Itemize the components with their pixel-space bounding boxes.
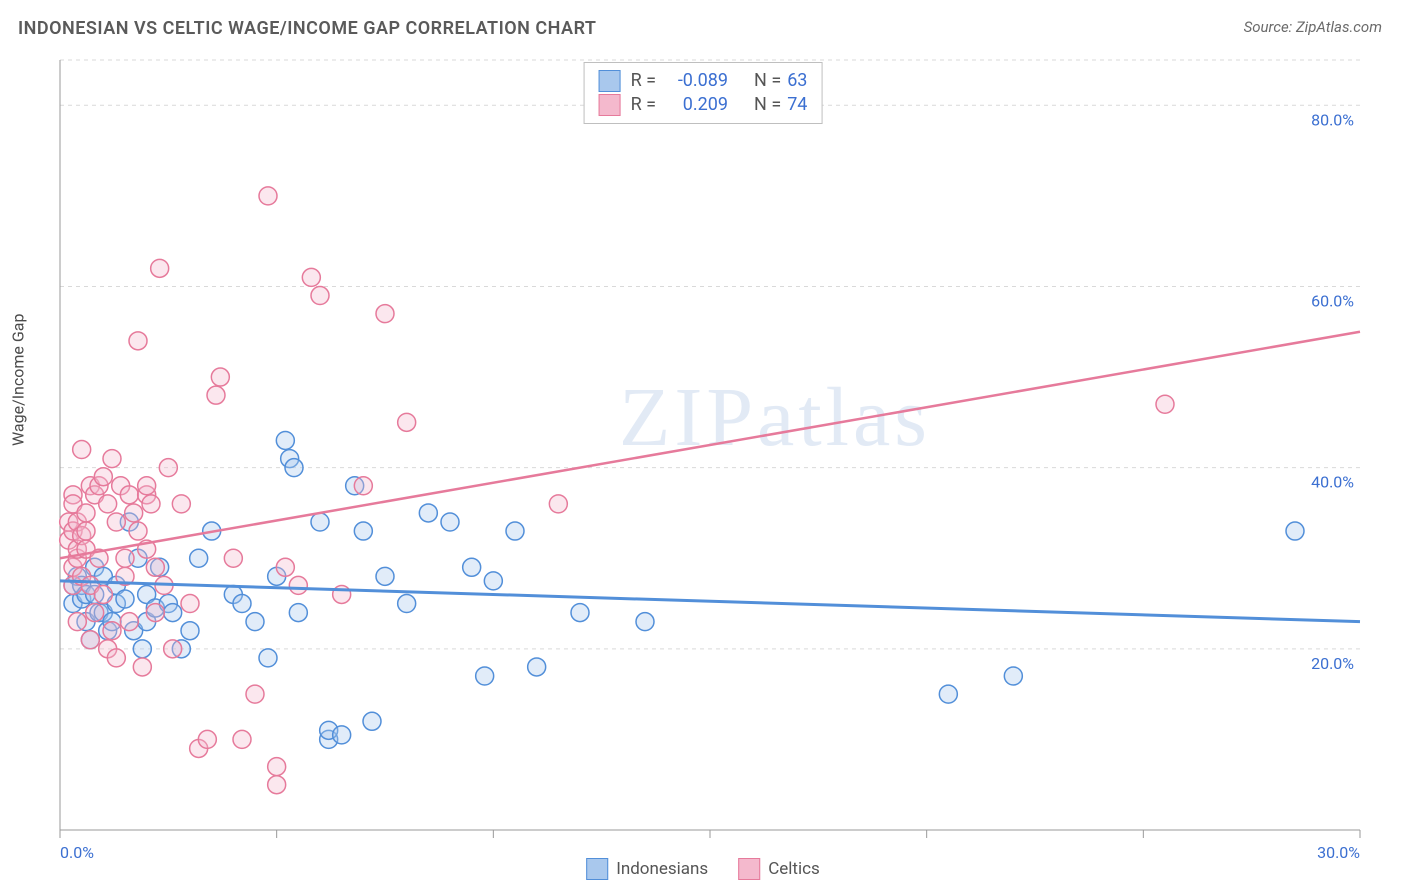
series-legend-label: Indonesians bbox=[616, 859, 708, 879]
legend-swatch bbox=[586, 858, 608, 880]
legend-n-label: N = bbox=[754, 69, 781, 93]
series-legend-item: Indonesians bbox=[586, 858, 708, 880]
chart-area: ZIPatlas 0.0% 30.0% 20.0% 40.0% 60.0% 80.0% bbox=[0, 0, 1406, 892]
scatter-chart-svg: ZIPatlas 0.0% 30.0% 20.0% 40.0% 60.0% 80.0% bbox=[0, 0, 1406, 892]
series-legend-item: Celtics bbox=[738, 858, 820, 880]
svg-text:80.0%: 80.0% bbox=[1311, 110, 1354, 129]
legend-n-value: 74 bbox=[787, 93, 807, 117]
svg-text:40.0%: 40.0% bbox=[1311, 473, 1354, 492]
series-legend: Indonesians Celtics bbox=[586, 858, 820, 880]
svg-text:60.0%: 60.0% bbox=[1311, 291, 1354, 310]
legend-r-label: R = bbox=[631, 93, 656, 117]
legend-swatch bbox=[599, 70, 621, 92]
stats-legend-row: R = 0.209 N = 74 bbox=[599, 93, 808, 117]
legend-n-value: 63 bbox=[787, 69, 807, 93]
svg-text:ZIPatlas: ZIPatlas bbox=[619, 371, 931, 464]
legend-n-label: N = bbox=[754, 93, 781, 117]
legend-swatch bbox=[599, 94, 621, 116]
svg-text:0.0%: 0.0% bbox=[60, 843, 94, 862]
svg-text:20.0%: 20.0% bbox=[1311, 654, 1354, 673]
legend-r-value: -0.089 bbox=[662, 69, 728, 93]
legend-r-label: R = bbox=[631, 69, 656, 93]
stats-legend: R = -0.089 N = 63 R = 0.209 N = 74 bbox=[584, 62, 823, 124]
svg-text:30.0%: 30.0% bbox=[1317, 843, 1360, 862]
legend-r-value: 0.209 bbox=[662, 93, 728, 117]
series-legend-label: Celtics bbox=[768, 859, 820, 879]
stats-legend-row: R = -0.089 N = 63 bbox=[599, 69, 808, 93]
legend-swatch bbox=[738, 858, 760, 880]
